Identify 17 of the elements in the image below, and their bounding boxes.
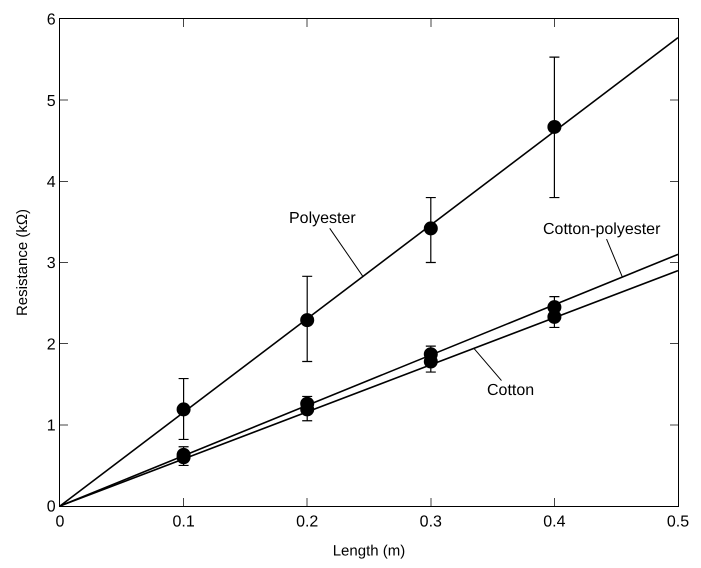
annotation: Cotton [487, 382, 534, 399]
y-tick-label: 5 [46, 92, 56, 110]
x-axis-title: Length (m) [332, 542, 406, 560]
x-tick-label: 0.1 [172, 513, 195, 530]
x-tick-label: 0.2 [296, 513, 318, 530]
x-tick-label: 0.4 [543, 513, 566, 530]
y-tick-label: 1 [46, 417, 56, 434]
x-tick-label: 0.5 [666, 513, 690, 530]
y-tick-label: 0 [46, 498, 56, 516]
y-tick-label: 4 [46, 174, 56, 191]
y-tick-label: 6 [46, 12, 56, 29]
y-axis-title: Resistance (kΩ) [14, 208, 32, 316]
annotation: Cotton-polyester [543, 221, 662, 238]
y-tick-label: 2 [46, 336, 56, 354]
x-tick-label: 0.3 [420, 513, 442, 530]
y-tick-label: 3 [46, 255, 56, 272]
annotation: Polyester [289, 210, 356, 227]
